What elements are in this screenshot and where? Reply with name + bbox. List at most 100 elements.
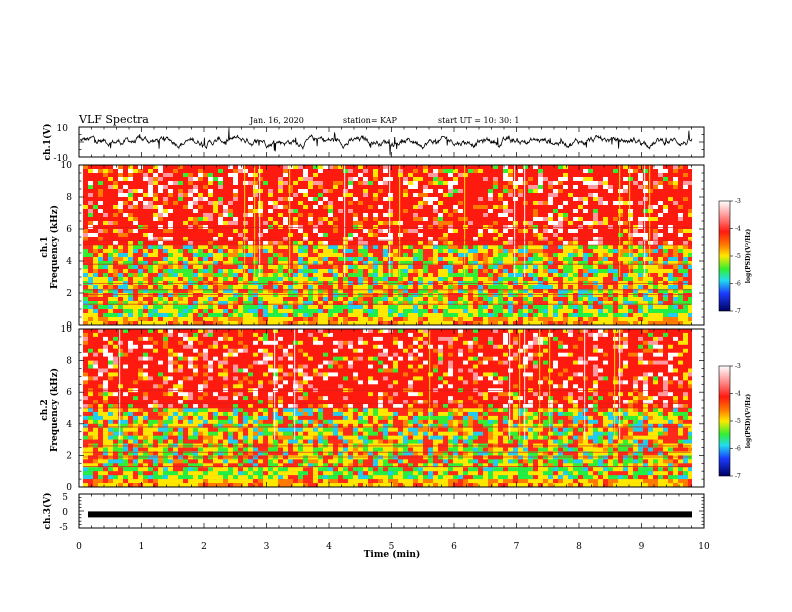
ch1-spectrogram-cell: [438, 245, 444, 250]
ch1-spectrogram-cell: [563, 289, 569, 294]
ch1-spectrogram-cell: [453, 313, 459, 318]
ch1-spectrogram-cell: [523, 229, 529, 234]
ch1-spectrogram-cell: [323, 213, 329, 218]
ch1-spectrogram-cell: [378, 229, 384, 234]
ch1-spectrogram-cell: [228, 317, 234, 322]
ch1-spectrogram-cell: [558, 229, 564, 234]
ch1-spectrogram-cell: [178, 261, 184, 266]
ch1-spectrogram-cell: [298, 201, 304, 206]
ch1-spectrogram-cell: [328, 209, 334, 214]
ch1-spectrogram-cell: [473, 241, 479, 246]
ch1-spectrogram-cell: [493, 249, 499, 254]
ch1-spectrogram-cell: [378, 321, 384, 326]
ch1-spectrogram-cell: [133, 217, 139, 222]
ch1-spectrogram-cell: [673, 253, 679, 258]
ch1-spectrogram-cell: [648, 257, 654, 262]
ch1-spectrogram-cell: [653, 265, 659, 270]
ch1-spectrogram-cell: [408, 165, 414, 170]
ch1-spectrogram-cell: [438, 297, 444, 302]
ch1-spectrogram-cell: [198, 229, 204, 234]
ch1-spectrogram-cell: [548, 301, 554, 306]
ch1-spectrogram-cell: [268, 317, 274, 322]
ch1-spectrogram-cell: [248, 301, 254, 306]
ch1-spectrogram-cell: [118, 249, 124, 254]
ch1-spectrogram-cell: [253, 277, 259, 282]
ch1-spectrogram-cell: [333, 237, 339, 242]
ch1-spectrogram-cell: [113, 285, 119, 290]
ch1-spectrogram-cell: [293, 177, 299, 182]
ch1-spectrogram-cell: [508, 317, 514, 322]
ch1-spectrogram-cell: [268, 185, 274, 190]
ch1-spectrogram-cell: [518, 173, 524, 178]
ch1-spectrogram-cell: [553, 297, 559, 302]
ch1-spectrogram-cell: [83, 317, 89, 322]
ch1-spectrogram-cell: [193, 213, 199, 218]
ch1-spectrogram-cell: [303, 309, 309, 314]
ch1-spectrogram-cell: [313, 305, 319, 310]
ch1-spectrogram-cell: [353, 321, 359, 326]
ch1-spectrogram-cell: [88, 173, 94, 178]
ch1-spectrogram-cell: [153, 261, 159, 266]
ch1-spectrogram-cell: [308, 277, 314, 282]
ch1-spectrogram-cell: [288, 293, 294, 298]
ch1-spectrogram-cell: [283, 269, 289, 274]
ch1-spectrogram-cell: [113, 297, 119, 302]
ch1-spectrogram-cell: [628, 245, 634, 250]
ch1-spectrogram-cell: [278, 205, 284, 210]
ch1-spectrogram-cell: [513, 209, 519, 214]
ch1-spectrogram-cell: [498, 293, 504, 298]
ch1-spectrogram-cell: [338, 169, 344, 174]
ch1-spectrogram-cell: [213, 317, 219, 322]
ch1-spectrogram-cell: [623, 317, 629, 322]
ch1-spectrogram-cell: [243, 277, 249, 282]
ch1-spectrogram-cell: [658, 209, 664, 214]
ch1-spectrogram-cell: [528, 309, 534, 314]
ch1-spectrogram-cell: [263, 193, 269, 198]
ch1-spectrogram-cell: [183, 205, 189, 210]
ch1-spectrogram-cell: [348, 261, 354, 266]
ch1-spectrogram-cell: [173, 233, 179, 238]
ch1-spectrogram-cell: [623, 293, 629, 298]
ch1-spectrogram-cell: [653, 273, 659, 278]
ch1-spectrogram-cell: [408, 221, 414, 226]
ch1-spectrogram-cell: [543, 237, 549, 242]
ch1-spectrogram-cell: [113, 209, 119, 214]
ch1-spectrogram-cell: [538, 297, 544, 302]
ch1-spectrogram-cell: [93, 249, 99, 254]
ch1-spectrogram-cell: [358, 245, 364, 250]
ch1-spectrogram-cell: [608, 305, 614, 310]
ch1-spectrogram-cell: [413, 169, 419, 174]
ch1-spectrogram-cell: [483, 321, 489, 326]
ch1-spectrogram-cell: [538, 241, 544, 246]
ch1-spectrogram-cell: [228, 177, 234, 182]
ch1-spectrogram-cell: [373, 201, 379, 206]
ch1-spectrogram-cell: [178, 205, 184, 210]
ch1-spectrogram-cell: [633, 241, 639, 246]
ch1-spectrogram-cell: [683, 229, 689, 234]
ch1-spectrogram-cell: [243, 309, 249, 314]
ch1-spectrogram-cell: [248, 313, 254, 318]
ch1-spectrogram-cell: [528, 217, 534, 222]
ch1-spectrogram-cell: [563, 245, 569, 250]
ch1-spectrogram-cell: [523, 305, 529, 310]
ch1-spectrogram-cell: [393, 269, 399, 274]
ch1-spectrogram-cell: [213, 185, 219, 190]
ch1-spectrogram-cell: [358, 189, 364, 194]
ch1-spectrogram-cell: [228, 245, 234, 250]
ch1-spectrogram-cell: [323, 229, 329, 234]
ch1-spectrogram-cell: [593, 265, 599, 270]
ch1-spectrogram-cell: [258, 197, 264, 202]
ch1-spectrogram-cell: [273, 305, 279, 310]
ch1-spectrogram-cell: [533, 301, 539, 306]
ch1-spectrogram-cell: [438, 269, 444, 274]
ch1-spectrogram-cell: [658, 317, 664, 322]
ch1-spectrogram-cell: [128, 301, 134, 306]
ch1-spectrogram-cell: [313, 313, 319, 318]
ch1-spectrogram-cell: [178, 229, 184, 234]
ch1-spectrogram-cell: [188, 209, 194, 214]
ch1-spectrogram-cell: [183, 313, 189, 318]
ch1-spectrogram-cell: [358, 285, 364, 290]
ch1-spectrogram-cell: [123, 317, 129, 322]
ch1-spectrogram-cell: [538, 301, 544, 306]
ch1-spectrogram-cell: [628, 285, 634, 290]
